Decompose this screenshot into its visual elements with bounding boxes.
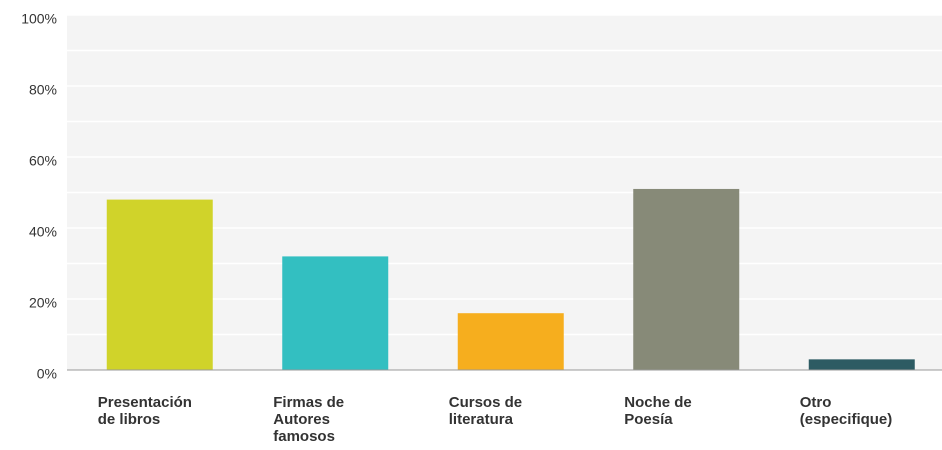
x-tick-label: Firmas de Autores famosos [273,394,345,445]
y-tick-label: 60% [29,153,57,169]
bar [633,188,740,370]
y-tick-label: 100% [21,11,57,27]
bar [282,256,389,370]
y-tick-label: 0% [37,366,57,382]
x-tick-label: Presentación de libros [97,394,192,428]
bar [457,313,564,370]
x-tick-label: Otro (especifique) [799,394,893,428]
bar [106,199,213,370]
y-tick-label: 40% [29,224,57,240]
x-tick-label: Noche de Poesía [624,394,692,428]
bar [808,359,915,370]
y-tick-label: 20% [29,295,57,311]
x-tick-label: Cursos de literatura [448,394,523,428]
y-tick-label: 80% [29,82,57,98]
